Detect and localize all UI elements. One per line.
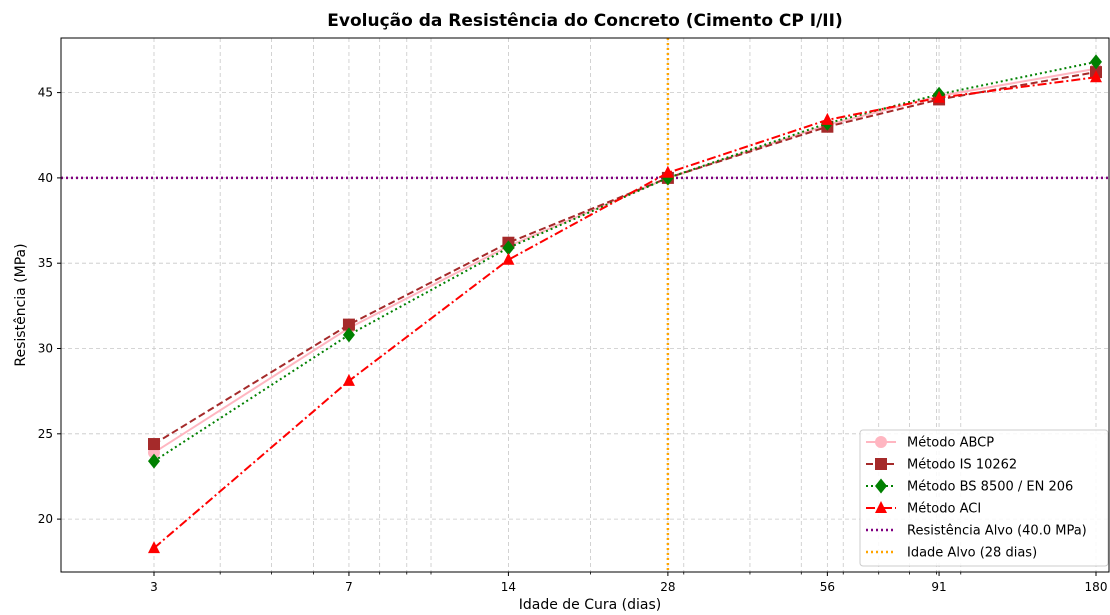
x-tick-label: 180 xyxy=(1085,580,1108,594)
legend-swatch-marker xyxy=(875,436,887,448)
data-point xyxy=(148,541,160,554)
legend-box xyxy=(859,429,1109,567)
legend-swatch-marker xyxy=(875,478,887,494)
series-line xyxy=(153,67,1097,454)
y-tick-label: 40 xyxy=(38,171,53,185)
y-tick-label: 20 xyxy=(38,512,53,526)
chart-title: Evolução da Resistência do Concreto (Cim… xyxy=(327,11,842,31)
data-point xyxy=(1090,70,1102,83)
data-point xyxy=(502,240,515,256)
series-4 xyxy=(148,70,1102,554)
series-2 xyxy=(148,66,1102,451)
legend-label: Resistência Alvo (40.0 MPa) xyxy=(907,524,1087,539)
legend-label: Idade Alvo (28 dias) xyxy=(907,546,1037,561)
data-point xyxy=(342,373,355,386)
data-point xyxy=(502,252,515,265)
series-line xyxy=(153,60,1097,462)
data-point xyxy=(148,438,160,451)
x-axis-label: Idade de Cura (dias) xyxy=(519,597,662,613)
x-tick-label: 28 xyxy=(660,580,675,594)
data-point xyxy=(342,327,355,343)
legend-label: Método ACI xyxy=(907,502,981,517)
legend: Método ABCP Método IS 10262 Método BS 8500… xyxy=(859,429,1109,567)
data-point xyxy=(148,453,160,469)
y-tick-label: 35 xyxy=(38,256,53,270)
data-point xyxy=(1090,54,1102,70)
x-axis: 3 7 14 28 56 91 180 xyxy=(150,572,1107,594)
y-tick-label: 30 xyxy=(38,342,53,356)
y-tick-label: 25 xyxy=(38,427,53,441)
y-axis-label: Resistência (MPa) xyxy=(13,243,29,366)
x-tick-label: 7 xyxy=(345,580,353,594)
plot-frame xyxy=(60,37,1110,573)
series-line xyxy=(153,71,1097,445)
legend-label: Método IS 10262 xyxy=(907,458,1017,473)
x-tick-label: 14 xyxy=(501,580,516,594)
legend-label: Método ABCP xyxy=(907,436,994,451)
y-tick-label: 45 xyxy=(38,86,53,100)
data-point xyxy=(342,318,355,331)
data-point xyxy=(821,112,834,125)
data-point xyxy=(933,90,946,103)
y-axis: 20 25 30 35 40 45 xyxy=(38,86,61,526)
legend-swatch-marker xyxy=(875,501,887,513)
x-tick-label: 91 xyxy=(931,580,946,594)
x-tick-label: 56 xyxy=(820,580,835,594)
series-group xyxy=(148,54,1102,554)
legend-swatch-marker xyxy=(875,458,887,470)
data-point xyxy=(661,165,674,178)
x-tick-label: 3 xyxy=(150,580,158,594)
series-3 xyxy=(148,54,1102,469)
legend-label: Método BS 8500 / EN 206 xyxy=(907,480,1073,495)
reference-lines xyxy=(61,38,1109,572)
series-1 xyxy=(148,62,1102,459)
